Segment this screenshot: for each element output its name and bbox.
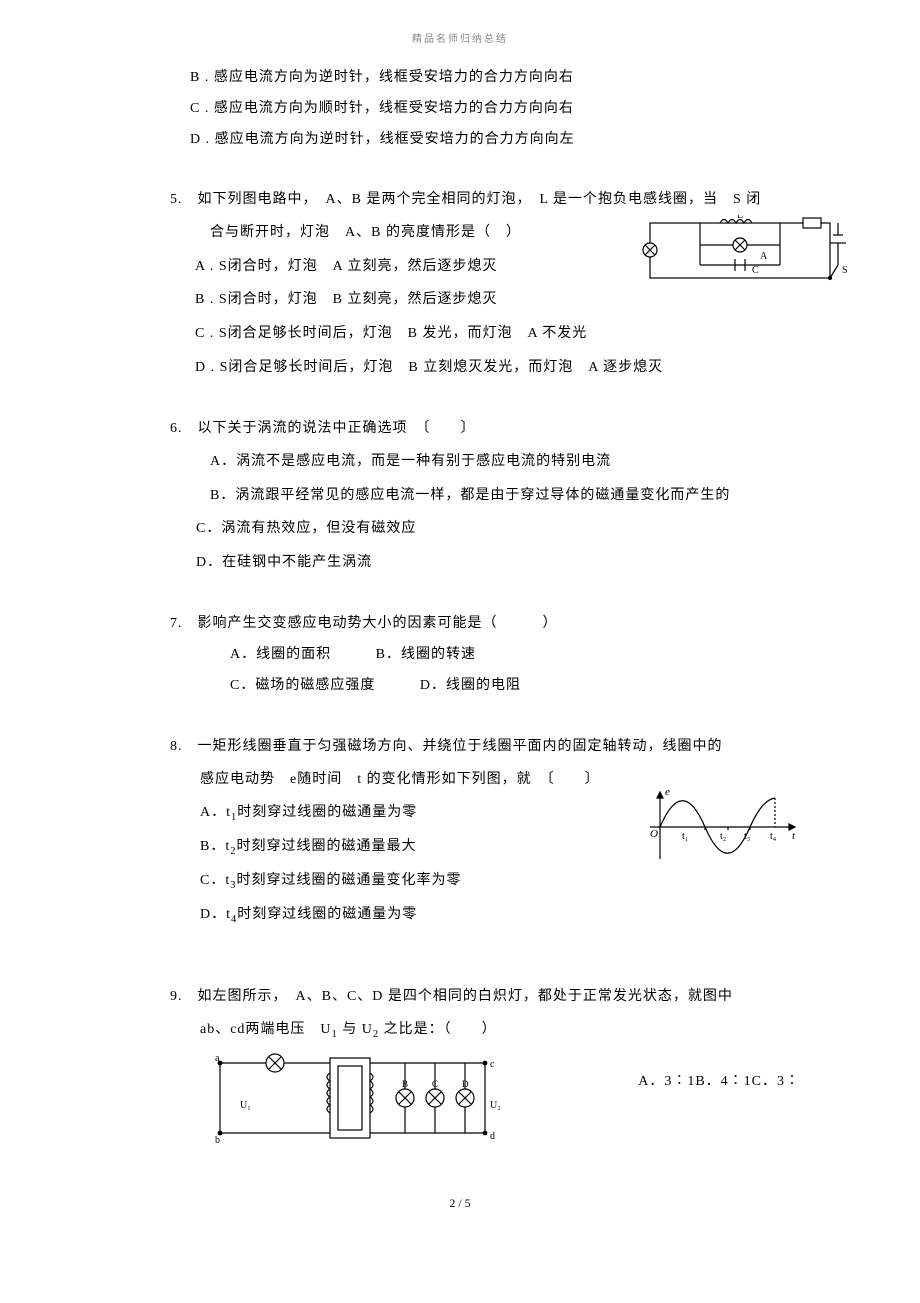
q8-opt-c: C．t3时刻穿过线圈的磁通量变化率为零 — [200, 864, 860, 898]
q9-c: c — [490, 1059, 495, 1070]
q9-B: B — [402, 1079, 408, 1089]
question-9: 9. 如左图所示， A、B、C、D 是四个相同的白炽灯，都处于正常发光状态，就图… — [60, 982, 860, 1148]
q9-u2: U₂ — [490, 1100, 501, 1111]
q9-A: A — [273, 1053, 280, 1054]
q7-opt-c: C．磁场的磁感应强度 — [230, 671, 375, 702]
q5-label-C: C — [752, 265, 759, 276]
q5-stem-line1: 5. 如下列图电路中， A、B 是两个完全相同的灯泡， L 是一个抱负电感线圈，… — [170, 185, 860, 216]
q6-opt-d: D．在硅钢中不能产生涡流 — [196, 546, 860, 580]
q5-label-A: A — [760, 251, 768, 262]
q5-label-S: S — [842, 265, 848, 276]
q8-t3: t₃ — [744, 831, 750, 842]
q8-t2: t₂ — [720, 831, 726, 842]
q6-opt-b: B．涡流跟平经常见的感应电流一样，都是由于穿过导体的磁通量变化而产生的 — [210, 479, 860, 513]
q9-right-options: A．3∶1B．4∶1C．3∶ — [638, 1070, 800, 1090]
question-6: 6. 以下关于涡流的说法中正确选项 〔 〕 A．涡流不是感应电流，而是一种有别于… — [60, 414, 860, 579]
q8-e-label: e — [665, 787, 670, 798]
q8-t4: t₄ — [770, 831, 777, 842]
q9-d: d — [490, 1131, 495, 1142]
q7-opt-d: D．线圈的电阻 — [420, 671, 521, 702]
page-header: 精品名师归纳总结 — [60, 30, 860, 45]
q6-opt-a: A．涡流不是感应电流，而是一种有别于感应电流的特别电流 — [210, 445, 860, 479]
opt-b: B . 感应电流方向为逆时针，线框受安培力的合力方向向右 — [190, 63, 860, 94]
q5-circuit-diagram: L R B A C S — [640, 215, 850, 295]
q5-label-R: R — [833, 215, 840, 218]
q5-label-L: L — [737, 215, 743, 221]
q5-opt-d: D . S闭合足够长时间后，灯泡 B 立刻熄灭发光，而灯泡 A 逐步熄灭 — [195, 351, 860, 385]
q8-stem-line1: 8. 一矩形线圈垂直于匀强磁场方向、并绕位于线圈平面内的固定轴转动，线圈中的 — [170, 732, 860, 763]
q9-D: D — [462, 1079, 469, 1089]
q7-opt-a: A．线圈的面积 — [230, 640, 331, 671]
q6-stem: 6. 以下关于涡流的说法中正确选项 〔 〕 — [170, 414, 860, 445]
q6-opt-c: C．涡流有热效应，但没有磁效应 — [196, 512, 860, 546]
q9-u1: U₁ — [240, 1100, 251, 1111]
q8-O-label: O — [650, 828, 658, 840]
question-5: 5. 如下列图电路中， A、B 是两个完全相同的灯泡， L 是一个抱负电感线圈，… — [60, 185, 860, 384]
q9-stem-line2: ab、cd两端电压 U1 与 U2 之比是：（ ） — [200, 1013, 860, 1047]
q7-opt-b: B．线圈的转速 — [376, 640, 476, 671]
page: 精品名师归纳总结 B . 感应电流方向为逆时针，线框受安培力的合力方向向右 C … — [0, 0, 920, 1303]
opt-c: C . 感应电流方向为顺时针，线框受安培力的合力方向向右 — [190, 94, 860, 125]
opt-d: D . 感应电流方向为逆时针，线框受安培力的合力方向向左 — [190, 125, 860, 156]
q9-transformer-diagram: a b c d U₁ U₂ A B C D — [210, 1053, 510, 1143]
q9-b: b — [215, 1135, 220, 1143]
q5-opt-c: C . S闭合足够长时间后，灯泡 B 发光，而灯泡 A 不发光 — [195, 317, 860, 351]
q8-sine-graph: e O t t₁ t₂ t₃ t₄ — [640, 787, 800, 867]
q8-opt-d: D．t4时刻穿过线圈的磁通量为零 — [200, 898, 860, 932]
q9-a: a — [215, 1053, 220, 1064]
question-8: 8. 一矩形线圈垂直于匀强磁场方向、并绕位于线圈平面内的固定轴转动，线圈中的 感… — [60, 732, 860, 932]
q7-stem: 7. 影响产生交变感应电动势大小的因素可能是（ ） — [170, 609, 860, 640]
q-prev-options: B . 感应电流方向为逆时针，线框受安培力的合力方向向右 C . 感应电流方向为… — [60, 63, 860, 155]
page-number: 2 / 5 — [0, 1196, 920, 1211]
q8-t-label: t — [792, 830, 796, 842]
q8-t1: t₁ — [682, 831, 688, 842]
question-7: 7. 影响产生交变感应电动势大小的因素可能是（ ） A．线圈的面积 B．线圈的转… — [60, 609, 860, 701]
q9-C: C — [432, 1079, 438, 1089]
q9-stem-line1: 9. 如左图所示， A、B、C、D 是四个相同的白炽灯，都处于正常发光状态，就图… — [170, 982, 860, 1013]
